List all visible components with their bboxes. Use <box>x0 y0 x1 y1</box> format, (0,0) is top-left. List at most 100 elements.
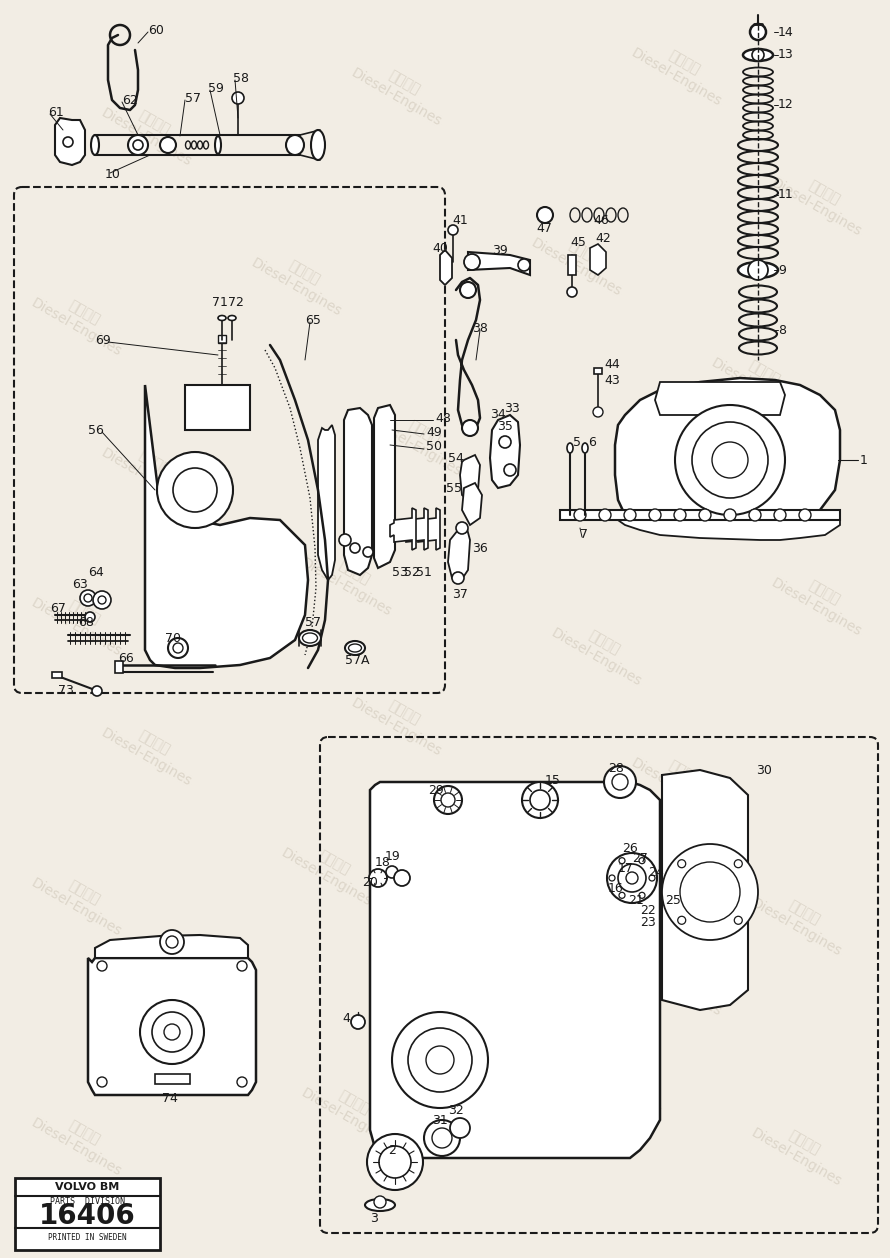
Circle shape <box>160 137 176 153</box>
Text: 63: 63 <box>72 579 88 591</box>
Polygon shape <box>448 525 470 582</box>
Text: 25: 25 <box>665 893 681 907</box>
Circle shape <box>649 876 655 881</box>
Ellipse shape <box>286 135 304 155</box>
Text: 47: 47 <box>536 221 552 234</box>
Circle shape <box>712 442 748 478</box>
Circle shape <box>692 421 768 498</box>
Ellipse shape <box>311 130 325 160</box>
Circle shape <box>92 686 102 696</box>
Bar <box>15 1177 160 1250</box>
Text: 紫发动力
Diesel-Engines: 紫发动力 Diesel-Engines <box>248 242 352 318</box>
Bar <box>155 1074 190 1084</box>
Circle shape <box>677 916 685 925</box>
Text: 23: 23 <box>640 916 656 928</box>
Text: 24: 24 <box>648 866 664 878</box>
Text: 紫发动力
Diesel-Engines: 紫发动力 Diesel-Engines <box>619 462 722 538</box>
Polygon shape <box>655 382 785 415</box>
Circle shape <box>734 859 742 868</box>
Circle shape <box>607 853 657 903</box>
Polygon shape <box>440 250 452 286</box>
Circle shape <box>464 254 480 270</box>
Circle shape <box>618 864 646 892</box>
Text: 紫发动力
Diesel-Engines: 紫发动力 Diesel-Engines <box>628 31 732 108</box>
Text: PARTS  DIVISION: PARTS DIVISION <box>50 1198 125 1206</box>
Circle shape <box>749 509 761 521</box>
Circle shape <box>157 452 233 528</box>
Text: 12: 12 <box>778 98 794 112</box>
Ellipse shape <box>218 316 226 321</box>
Polygon shape <box>662 770 748 1010</box>
Text: 紫发动力
Diesel-Engines: 紫发动力 Diesel-Engines <box>298 541 401 619</box>
Text: 紫发动力
Diesel-Engines: 紫发动力 Diesel-Engines <box>768 561 872 639</box>
Text: 74: 74 <box>162 1092 178 1105</box>
Circle shape <box>452 572 464 584</box>
Circle shape <box>624 509 636 521</box>
Circle shape <box>98 596 106 604</box>
Circle shape <box>450 1118 470 1138</box>
Circle shape <box>237 1077 247 1087</box>
Circle shape <box>599 509 611 521</box>
Text: 紫发动力
Diesel-Engines: 紫发动力 Diesel-Engines <box>368 401 472 478</box>
Circle shape <box>166 936 178 949</box>
Text: 49: 49 <box>426 425 441 439</box>
Ellipse shape <box>91 135 99 155</box>
Text: 紫发动力
Diesel-Engines: 紫发动力 Diesel-Engines <box>98 711 202 789</box>
Circle shape <box>499 437 511 448</box>
Ellipse shape <box>345 642 365 655</box>
Text: 58: 58 <box>233 72 249 84</box>
Text: 8: 8 <box>778 323 786 336</box>
Text: 紫发动力
Diesel-Engines: 紫发动力 Diesel-Engines <box>348 682 452 759</box>
Text: 64: 64 <box>88 566 104 580</box>
Circle shape <box>626 872 638 884</box>
Circle shape <box>567 287 577 297</box>
Polygon shape <box>460 455 480 499</box>
Text: 43: 43 <box>604 374 619 386</box>
Text: 紫发动力
Diesel-Engines: 紫发动力 Diesel-Engines <box>28 862 132 938</box>
Text: 4: 4 <box>342 1011 350 1024</box>
Text: 16: 16 <box>608 882 624 894</box>
Polygon shape <box>615 509 840 540</box>
Polygon shape <box>402 508 428 550</box>
Circle shape <box>351 1015 365 1029</box>
Polygon shape <box>560 509 840 520</box>
Circle shape <box>394 871 410 886</box>
Text: 35: 35 <box>497 420 513 434</box>
Text: 51: 51 <box>416 566 432 579</box>
Circle shape <box>152 1011 192 1052</box>
Circle shape <box>408 1028 472 1092</box>
Circle shape <box>799 509 811 521</box>
Polygon shape <box>185 385 250 430</box>
Text: 45: 45 <box>570 237 586 249</box>
Ellipse shape <box>582 443 588 453</box>
Circle shape <box>504 464 516 476</box>
Text: 11: 11 <box>778 189 794 201</box>
Circle shape <box>619 892 625 898</box>
Text: 30: 30 <box>756 764 772 776</box>
Text: 19: 19 <box>385 849 400 863</box>
Text: 28: 28 <box>608 761 624 775</box>
Text: 42: 42 <box>595 231 611 244</box>
Circle shape <box>434 786 462 814</box>
Polygon shape <box>318 425 335 580</box>
Polygon shape <box>615 377 840 532</box>
Circle shape <box>237 961 247 971</box>
Circle shape <box>537 208 553 223</box>
Circle shape <box>680 862 740 922</box>
Circle shape <box>367 1133 423 1190</box>
Text: 15: 15 <box>545 774 561 786</box>
Ellipse shape <box>738 262 778 278</box>
Circle shape <box>85 611 95 621</box>
Polygon shape <box>490 415 520 488</box>
Circle shape <box>369 869 387 887</box>
Text: 72: 72 <box>228 296 244 308</box>
Text: 3: 3 <box>370 1211 378 1224</box>
Circle shape <box>460 282 476 298</box>
Polygon shape <box>374 405 395 569</box>
Text: 29: 29 <box>428 784 444 796</box>
Circle shape <box>662 844 758 940</box>
Bar <box>568 255 576 276</box>
Circle shape <box>160 930 184 954</box>
Polygon shape <box>370 782 660 1159</box>
Circle shape <box>426 1045 454 1074</box>
